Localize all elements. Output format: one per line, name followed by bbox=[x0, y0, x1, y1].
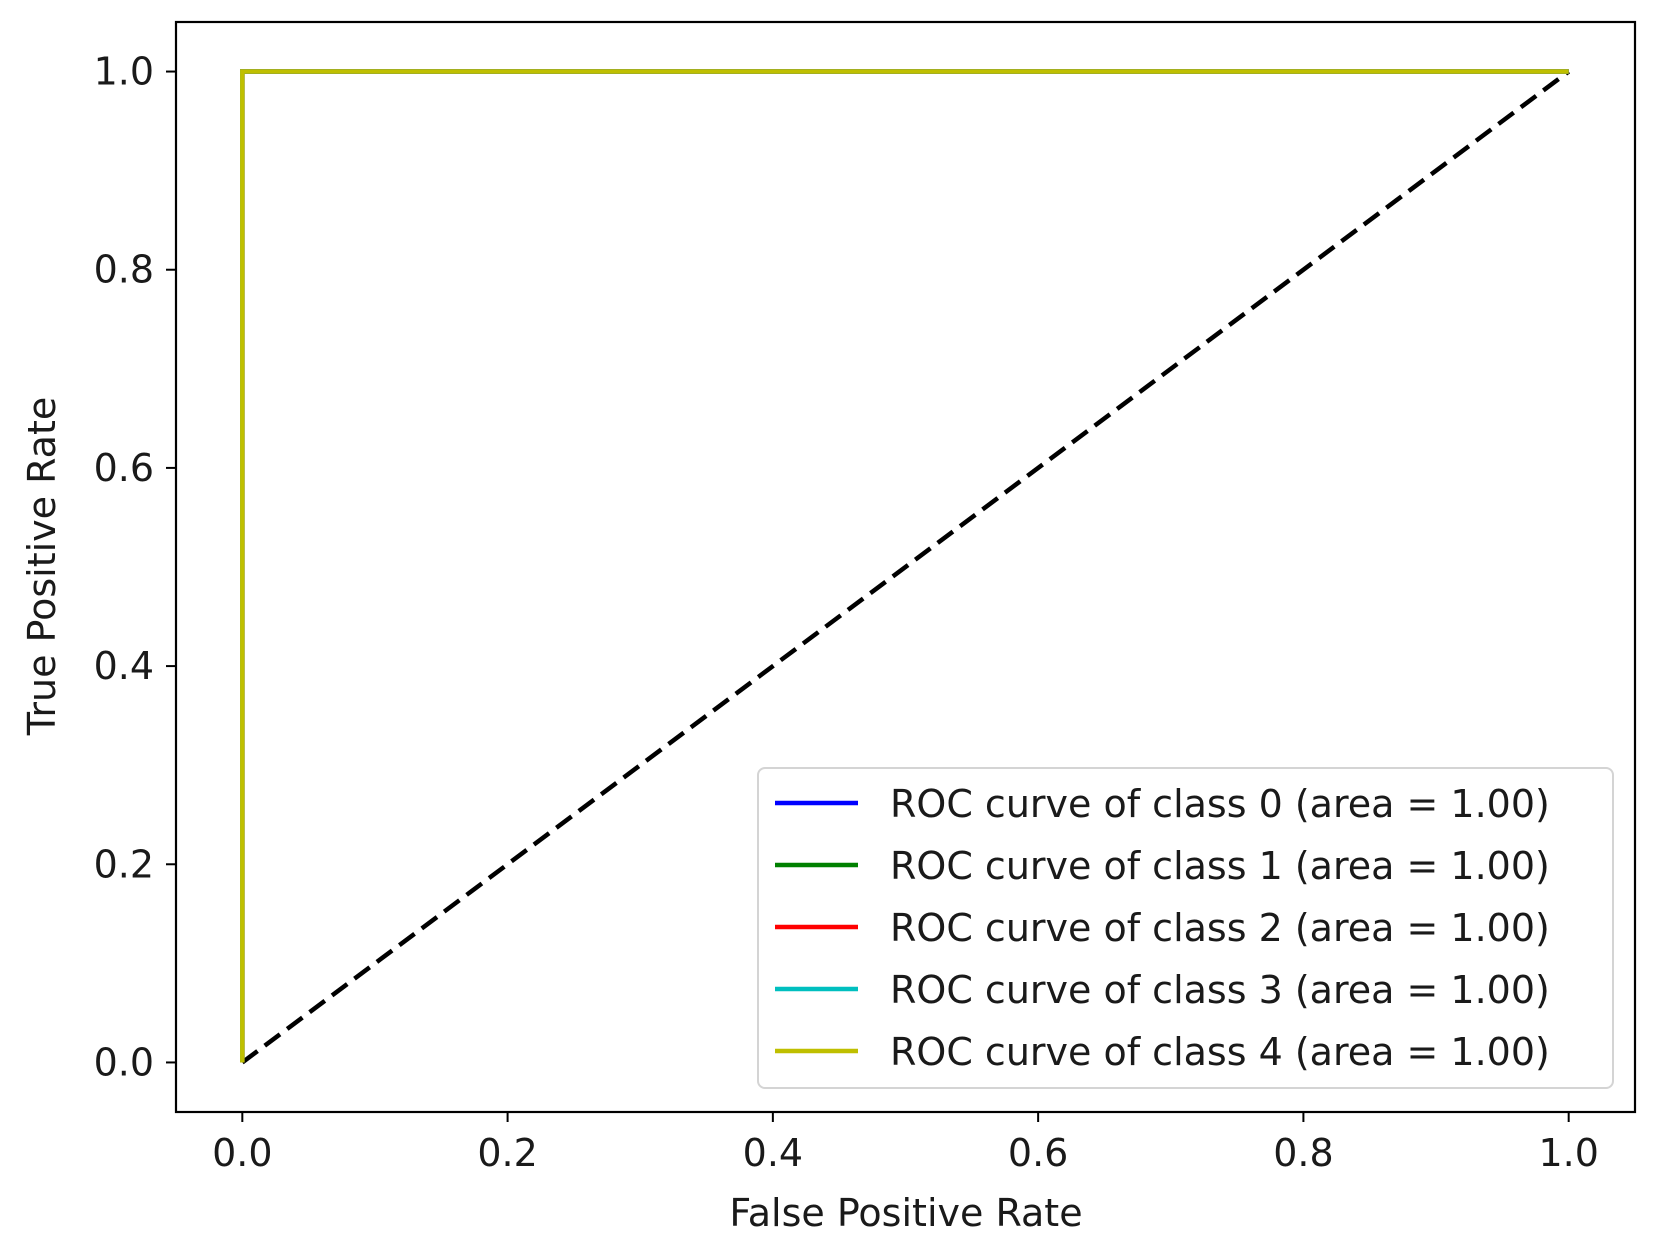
x-tick-label: 0.0 bbox=[212, 1131, 272, 1175]
y-tick-label: 1.0 bbox=[94, 50, 154, 94]
x-tick-label: 0.4 bbox=[743, 1131, 803, 1175]
legend-label-class-3: ROC curve of class 3 (area = 1.00) bbox=[890, 968, 1550, 1012]
x-tick-label: 1.0 bbox=[1538, 1131, 1598, 1175]
legend-label-class-2: ROC curve of class 2 (area = 1.00) bbox=[890, 906, 1550, 950]
legend-label-class-1: ROC curve of class 1 (area = 1.00) bbox=[890, 844, 1550, 888]
y-tick-label: 0.2 bbox=[94, 842, 154, 886]
y-tick-label: 0.0 bbox=[94, 1040, 154, 1084]
axes: 0.0 0.2 0.4 0.6 0.8 1.0 0.0 0.2 0.4 0.6 0.8 1.0 bbox=[94, 20, 1637, 1175]
x-tick-label: 0.2 bbox=[477, 1131, 537, 1175]
legend-label-class-4: ROC curve of class 4 (area = 1.00) bbox=[890, 1030, 1550, 1074]
y-axis-label: True Positive Rate bbox=[20, 397, 64, 737]
plot-area bbox=[240, 69, 1571, 1065]
y-tick-label: 0.6 bbox=[94, 446, 154, 490]
x-axis-label: False Positive Rate bbox=[729, 1191, 1082, 1235]
reference-diagonal-line bbox=[240, 69, 1571, 1065]
axes-frame bbox=[174, 20, 1637, 1114]
y-tick-label: 0.4 bbox=[94, 644, 154, 688]
y-tick-label: 0.8 bbox=[94, 248, 154, 292]
x-tick-label: 0.6 bbox=[1008, 1131, 1068, 1175]
roc-curve-class-4 bbox=[240, 69, 1569, 1063]
x-tick-label: 0.8 bbox=[1273, 1131, 1333, 1175]
legend-label-class-0: ROC curve of class 0 (area = 1.00) bbox=[890, 782, 1550, 826]
legend-box bbox=[757, 767, 1614, 1089]
legend: ROC curve of class 0 (area = 1.00) ROC cu… bbox=[757, 767, 1614, 1089]
